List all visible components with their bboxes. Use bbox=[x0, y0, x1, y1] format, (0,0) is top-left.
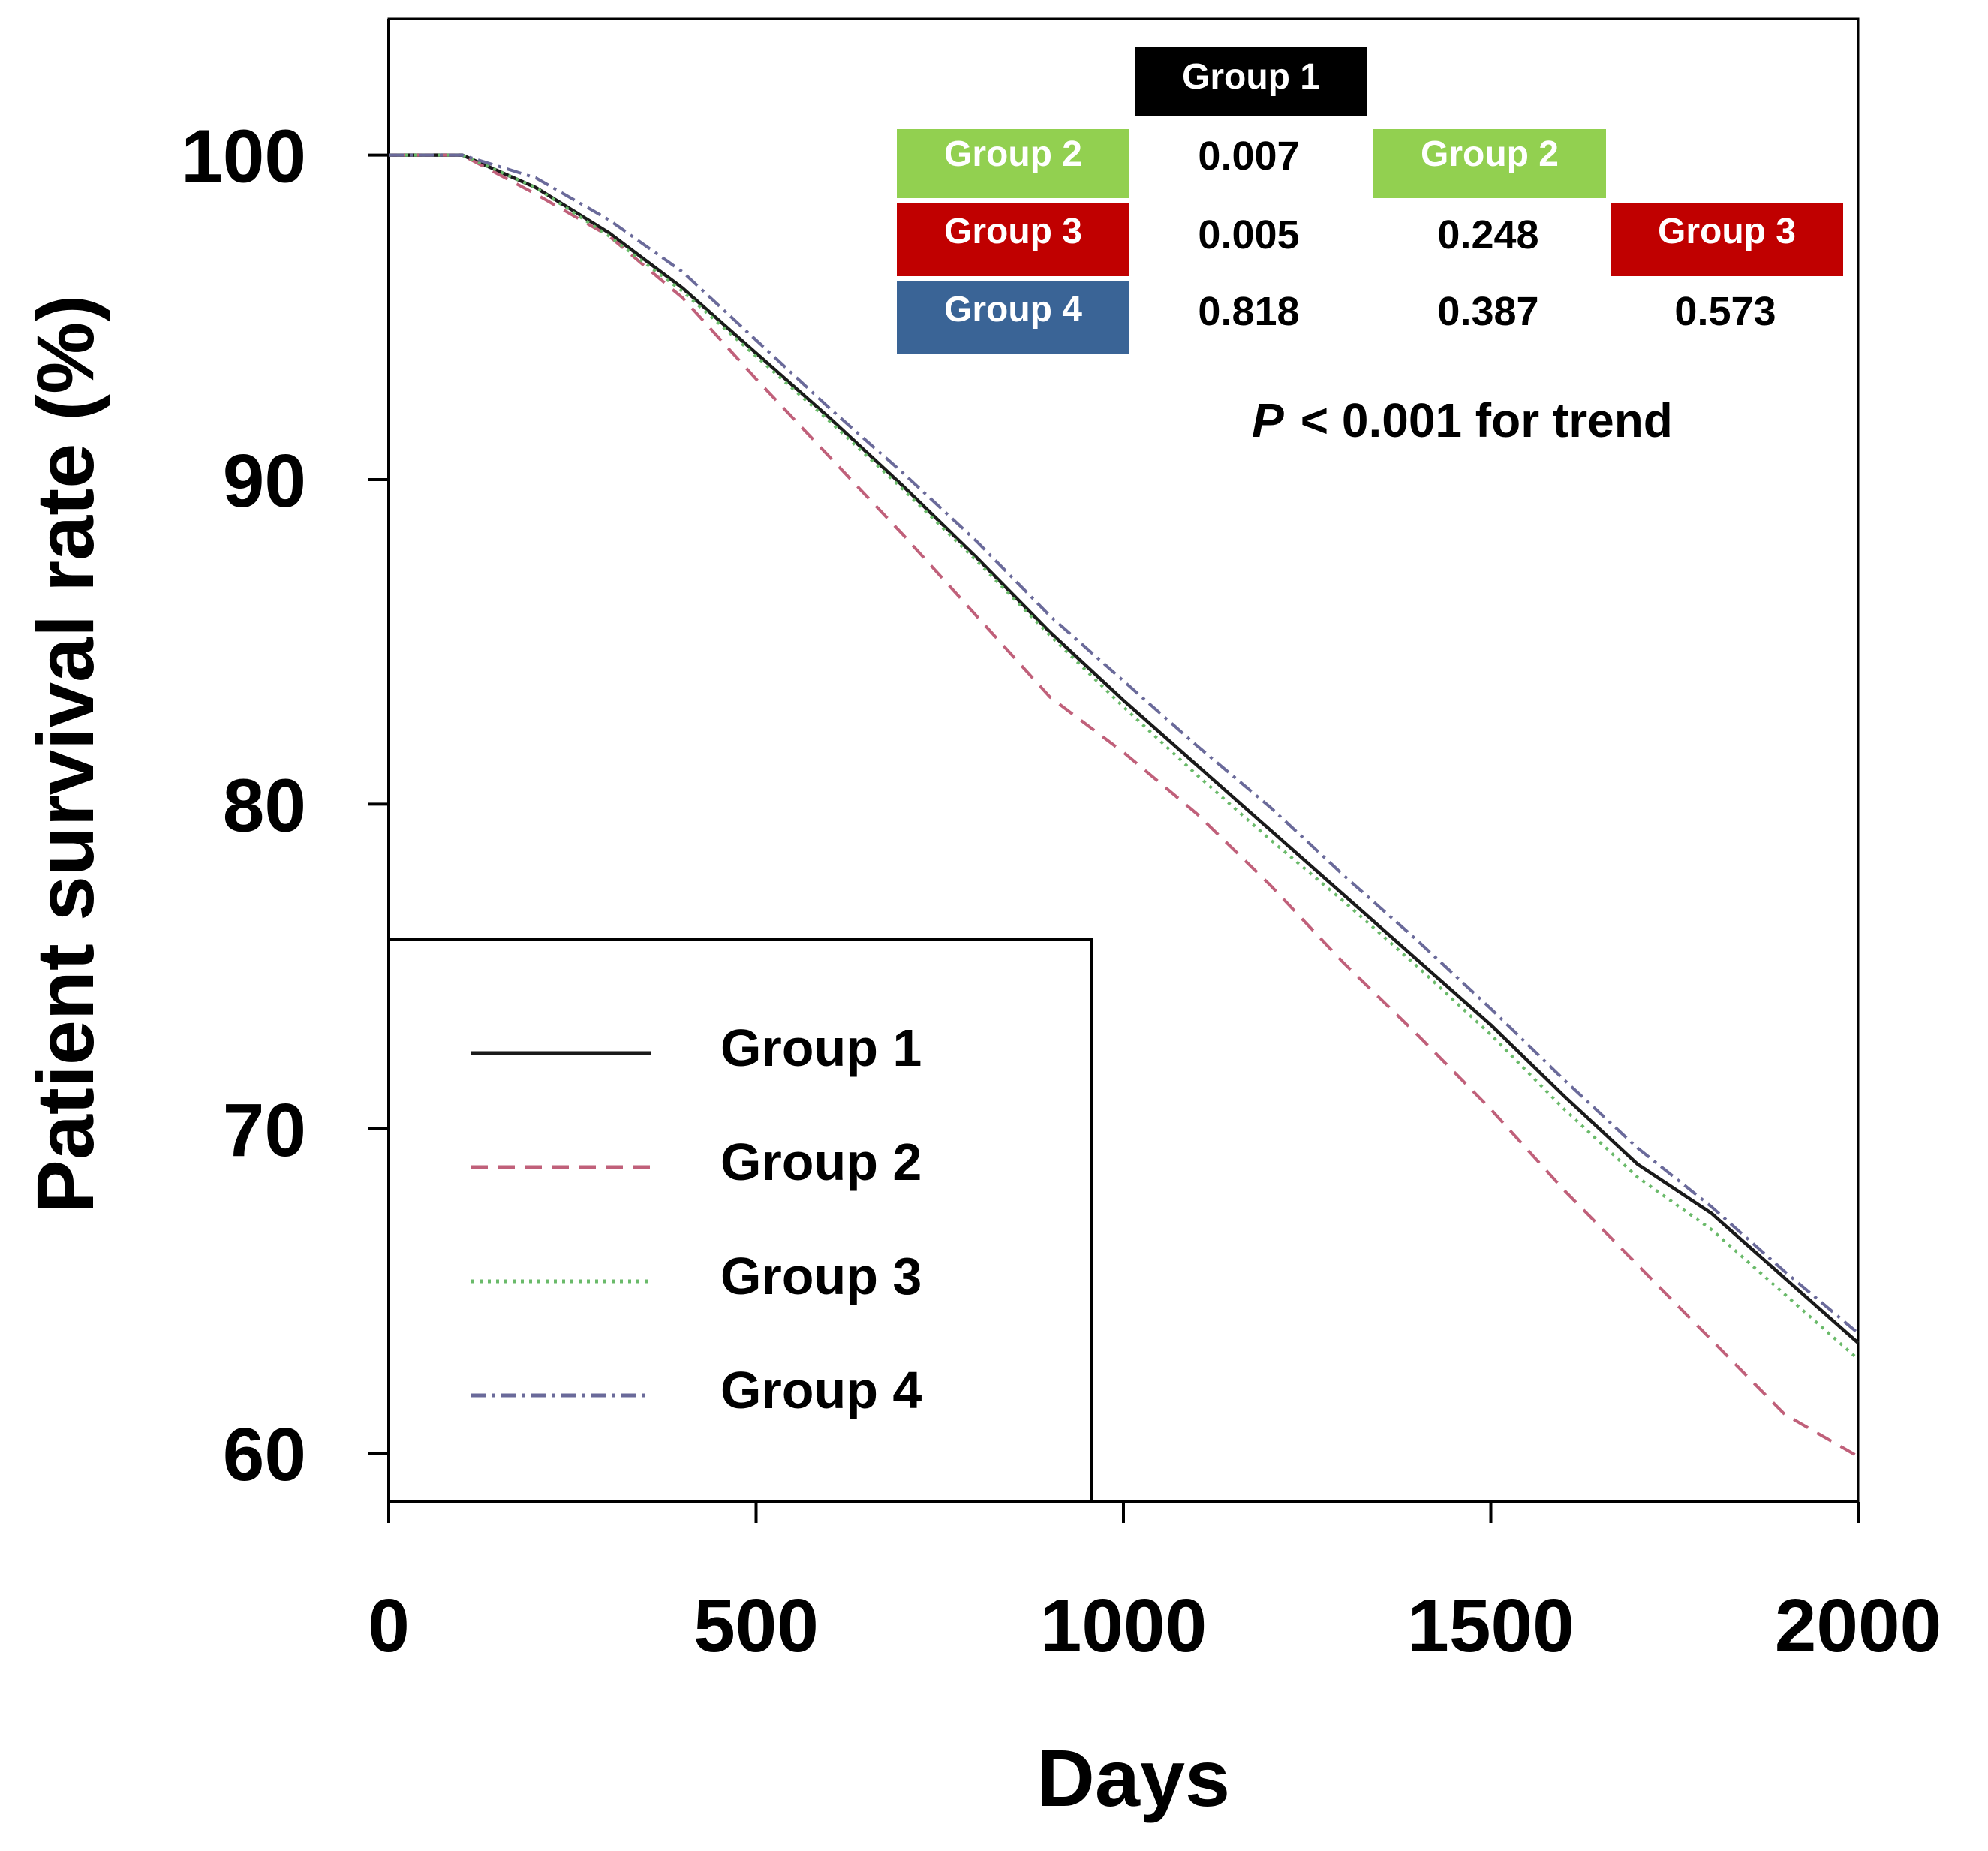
legend-label-group-4: Group 4 bbox=[720, 1361, 922, 1419]
col-header-group-2-bg bbox=[1373, 129, 1606, 198]
legend-label-group-3: Group 3 bbox=[720, 1247, 922, 1305]
x-axis-title: Days bbox=[1036, 1732, 1230, 1823]
row-header-group-4: Group 4 bbox=[944, 290, 1082, 330]
x-tick-label-500: 500 bbox=[693, 1584, 819, 1668]
col-header-group-3-bg bbox=[1611, 203, 1843, 276]
row-header-group-3: Group 3 bbox=[944, 212, 1082, 251]
x-tick-label-2000: 2000 bbox=[1775, 1584, 1941, 1668]
y-tick-label-70: 70 bbox=[223, 1088, 306, 1172]
trend-annotation: P < 0.001 for trend bbox=[1252, 393, 1673, 447]
x-tick-label-0: 0 bbox=[368, 1584, 410, 1668]
row-header-group-2: Group 2 bbox=[944, 134, 1082, 174]
legend-box bbox=[387, 938, 1093, 1503]
y-axis-title: Patient survival rate (%) bbox=[20, 295, 110, 1214]
series-lines bbox=[389, 153, 1860, 1458]
y-tick-label-90: 90 bbox=[223, 439, 306, 523]
pvalue-g4-vs-g2: 0.387 bbox=[1437, 289, 1538, 334]
x-tick-label-1000: 1000 bbox=[1040, 1584, 1207, 1668]
row-header-group-4-bg bbox=[897, 281, 1129, 354]
legend-label-group-2: Group 2 bbox=[720, 1133, 922, 1191]
y-tick-label-60: 60 bbox=[223, 1413, 306, 1497]
series-line-group-3 bbox=[389, 153, 1860, 1361]
pvalue-table: Group 1 Group 2 Group 3 Group 2 Group 3 … bbox=[897, 47, 1843, 354]
pvalue-g2-vs-g1: 0.007 bbox=[1198, 134, 1299, 179]
row-header-group-3-bg bbox=[897, 203, 1129, 276]
y-tick-label-100: 100 bbox=[181, 115, 306, 199]
series-line-group-1 bbox=[389, 153, 1860, 1344]
col-header-group-3: Group 3 bbox=[1658, 212, 1796, 251]
y-tick-label-80: 80 bbox=[223, 763, 306, 847]
pvalue-g3-vs-g2: 0.248 bbox=[1437, 212, 1538, 257]
row-header-group-2-bg bbox=[897, 129, 1129, 198]
x-ticks: 0 500 1000 1500 2000 bbox=[368, 1502, 1941, 1668]
legend-label-group-1: Group 1 bbox=[720, 1019, 922, 1077]
col-header-group-1-bg bbox=[1135, 47, 1367, 116]
pvalue-g3-vs-g1: 0.005 bbox=[1198, 212, 1299, 257]
pvalue-g4-vs-g1: 0.818 bbox=[1198, 289, 1299, 334]
series-line-group-2 bbox=[389, 153, 1859, 1458]
y-ticks: 100 90 80 70 60 bbox=[181, 115, 389, 1497]
col-header-group-1: Group 1 bbox=[1182, 57, 1320, 97]
col-header-group-2: Group 2 bbox=[1421, 134, 1559, 174]
pvalue-g4-vs-g3: 0.573 bbox=[1674, 289, 1776, 334]
legend: Group 1 Group 2 Group 3 Group 4 bbox=[387, 938, 1093, 1503]
trend-text: < 0.001 for trend bbox=[1301, 393, 1673, 447]
x-tick-label-1500: 1500 bbox=[1407, 1584, 1574, 1668]
trend-p-symbol: P bbox=[1252, 393, 1284, 447]
